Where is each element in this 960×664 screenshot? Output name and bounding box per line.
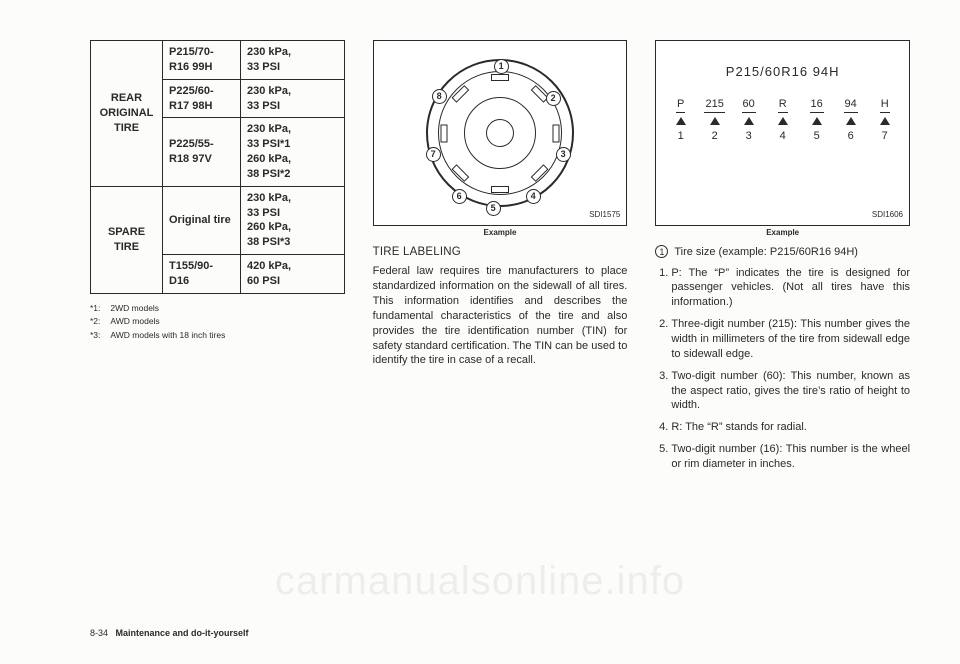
figure-code: SDI1575	[589, 210, 620, 221]
tire-size-part: H7	[874, 97, 896, 145]
list-item: Three-digit number (215): This number gi…	[671, 317, 910, 362]
tire-pressure-cell: 230 kPa,33 PSI*1260 kPa,38 PSI*2	[241, 118, 345, 186]
callout-number: 3	[556, 147, 571, 162]
column-3: P215/60R16 94H P1 2152 603 R4 165 946 H7 SDI16…	[655, 40, 910, 479]
list-item: P: The “P” indicates the tire is designe…	[671, 266, 910, 311]
footnote: *1:2WD models	[90, 302, 345, 316]
column-2: SDI1575 1 2 3 4 5 6 7 8 Example TIRE LABELING F…	[373, 40, 628, 479]
page-content: REARORIGINALTIREP215/70-R16 99H230 kPa,3…	[0, 0, 960, 479]
list-item: Two-digit number (60): This number, know…	[671, 369, 910, 414]
footnotes: *1:2WD models*2:AWD models*3:AWD models …	[90, 302, 345, 343]
callout-number: 6	[452, 189, 467, 204]
tire-pressure-cell: 230 kPa,33 PSI260 kPa,38 PSI*3	[241, 186, 345, 254]
table-section-header: REARORIGINALTIRE	[91, 41, 163, 187]
figure-code: SDI1606	[872, 210, 903, 221]
tire-size-part: 2152	[704, 97, 726, 145]
numbered-list: P: The “P” indicates the tire is designe…	[655, 266, 910, 472]
tire-size-part: 603	[738, 97, 760, 145]
callout-number: 1	[494, 59, 509, 74]
tire-size-cell: P225/60-R17 98H	[163, 79, 241, 118]
tire-size-cell: T155/90-D16	[163, 255, 241, 294]
column-1: REARORIGINALTIREP215/70-R16 99H230 kPa,3…	[90, 40, 345, 479]
callout-number: 4	[526, 189, 541, 204]
tire-pressure-cell: 230 kPa,33 PSI	[241, 79, 345, 118]
callout-number: 5	[486, 201, 501, 216]
figure-caption: Example	[373, 228, 628, 239]
tire-size-part: P1	[670, 97, 692, 145]
page-footer: 8-34 Maintenance and do-it-yourself	[90, 628, 249, 638]
tire-size-cell: Original tire	[163, 186, 241, 254]
tire-size-part: 165	[806, 97, 828, 145]
callout-number: 2	[546, 91, 561, 106]
tire-pressure-table: REARORIGINALTIREP215/70-R16 99H230 kPa,3…	[90, 40, 345, 294]
lead-item: 1 Tire size (example: P215/60R16 94H)	[655, 245, 910, 260]
arrow-up-icon	[676, 117, 686, 125]
list-item: R: The “R” stands for radial.	[671, 420, 910, 435]
arrow-up-icon	[744, 117, 754, 125]
tire-size-part: R4	[772, 97, 794, 145]
tire-size-breakdown: P1 2152 603 R4 165 946 H7	[670, 97, 896, 145]
arrow-up-icon	[710, 117, 720, 125]
callout-number: 7	[426, 147, 441, 162]
figure-caption: Example	[655, 228, 910, 239]
page-number: 8-34	[90, 628, 108, 638]
callout-number: 8	[432, 89, 447, 104]
tire-size-cell: P215/70-R16 99H	[163, 41, 241, 80]
footer-section: Maintenance and do-it-yourself	[116, 628, 249, 638]
arrow-up-icon	[880, 117, 890, 125]
tire-label-diagram: SDI1575 1 2 3 4 5 6 7 8	[373, 40, 628, 226]
footnote: *2:AWD models	[90, 315, 345, 329]
tire-pressure-cell: 420 kPa,60 PSI	[241, 255, 345, 294]
table-section-header: SPARETIRE	[91, 186, 163, 293]
body-paragraph: Federal law requires tire manufacturers …	[373, 264, 628, 368]
tire-pressure-cell: 230 kPa,33 PSI	[241, 41, 345, 80]
arrow-up-icon	[778, 117, 788, 125]
list-item: Two-digit number (16): This number is th…	[671, 442, 910, 472]
section-heading: TIRE LABELING	[373, 245, 628, 261]
lead-text: Tire size (example: P215/60R16 94H)	[674, 245, 858, 260]
tire-size-headline: P215/60R16 94H	[656, 63, 909, 81]
arrow-up-icon	[812, 117, 822, 125]
watermark: carmanualsonline.info	[0, 559, 960, 604]
tire-size-diagram: P215/60R16 94H P1 2152 603 R4 165 946 H7 SDI16…	[655, 40, 910, 226]
tire-size-part: 946	[840, 97, 862, 145]
tire-size-cell: P225/55-R18 97V	[163, 118, 241, 186]
footnote: *3:AWD models with 18 inch tires	[90, 329, 345, 343]
arrow-up-icon	[846, 117, 856, 125]
circled-number: 1	[655, 245, 668, 258]
